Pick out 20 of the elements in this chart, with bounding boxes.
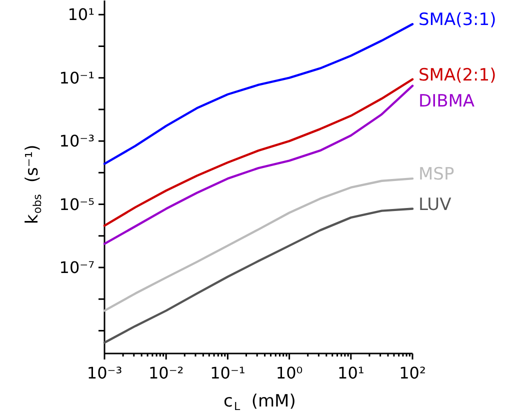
x-tick-label: 10⁻¹ xyxy=(210,364,246,382)
x-tick-label: 10¹ xyxy=(338,364,364,382)
y-tick-label: 10⁻⁵ xyxy=(59,194,94,214)
y-tick-label: 10⁻³ xyxy=(59,132,94,151)
line-series xyxy=(103,208,414,344)
line-series xyxy=(103,23,414,165)
series-label: DIBMA xyxy=(418,91,475,112)
y-tick-label: 10⁻⁷ xyxy=(59,258,94,277)
series-label: LUV xyxy=(418,194,452,215)
y-tick-label: 10¹ xyxy=(68,5,95,24)
y-axis-title: kobs (s⁻¹) xyxy=(22,144,44,224)
x-tick-label: 10⁻³ xyxy=(86,364,122,382)
series-label: MSP xyxy=(418,164,454,185)
x-tick-label: 10⁰ xyxy=(276,364,303,382)
line-series xyxy=(103,177,414,312)
series-label: SMA(3:1) xyxy=(418,10,496,30)
y-tick-label: 10⁻¹ xyxy=(59,68,94,88)
x-tick-label: 10⁻² xyxy=(148,364,184,382)
series-label: SMA(2:1) xyxy=(418,65,496,86)
x-tick-label: 10² xyxy=(399,364,426,382)
